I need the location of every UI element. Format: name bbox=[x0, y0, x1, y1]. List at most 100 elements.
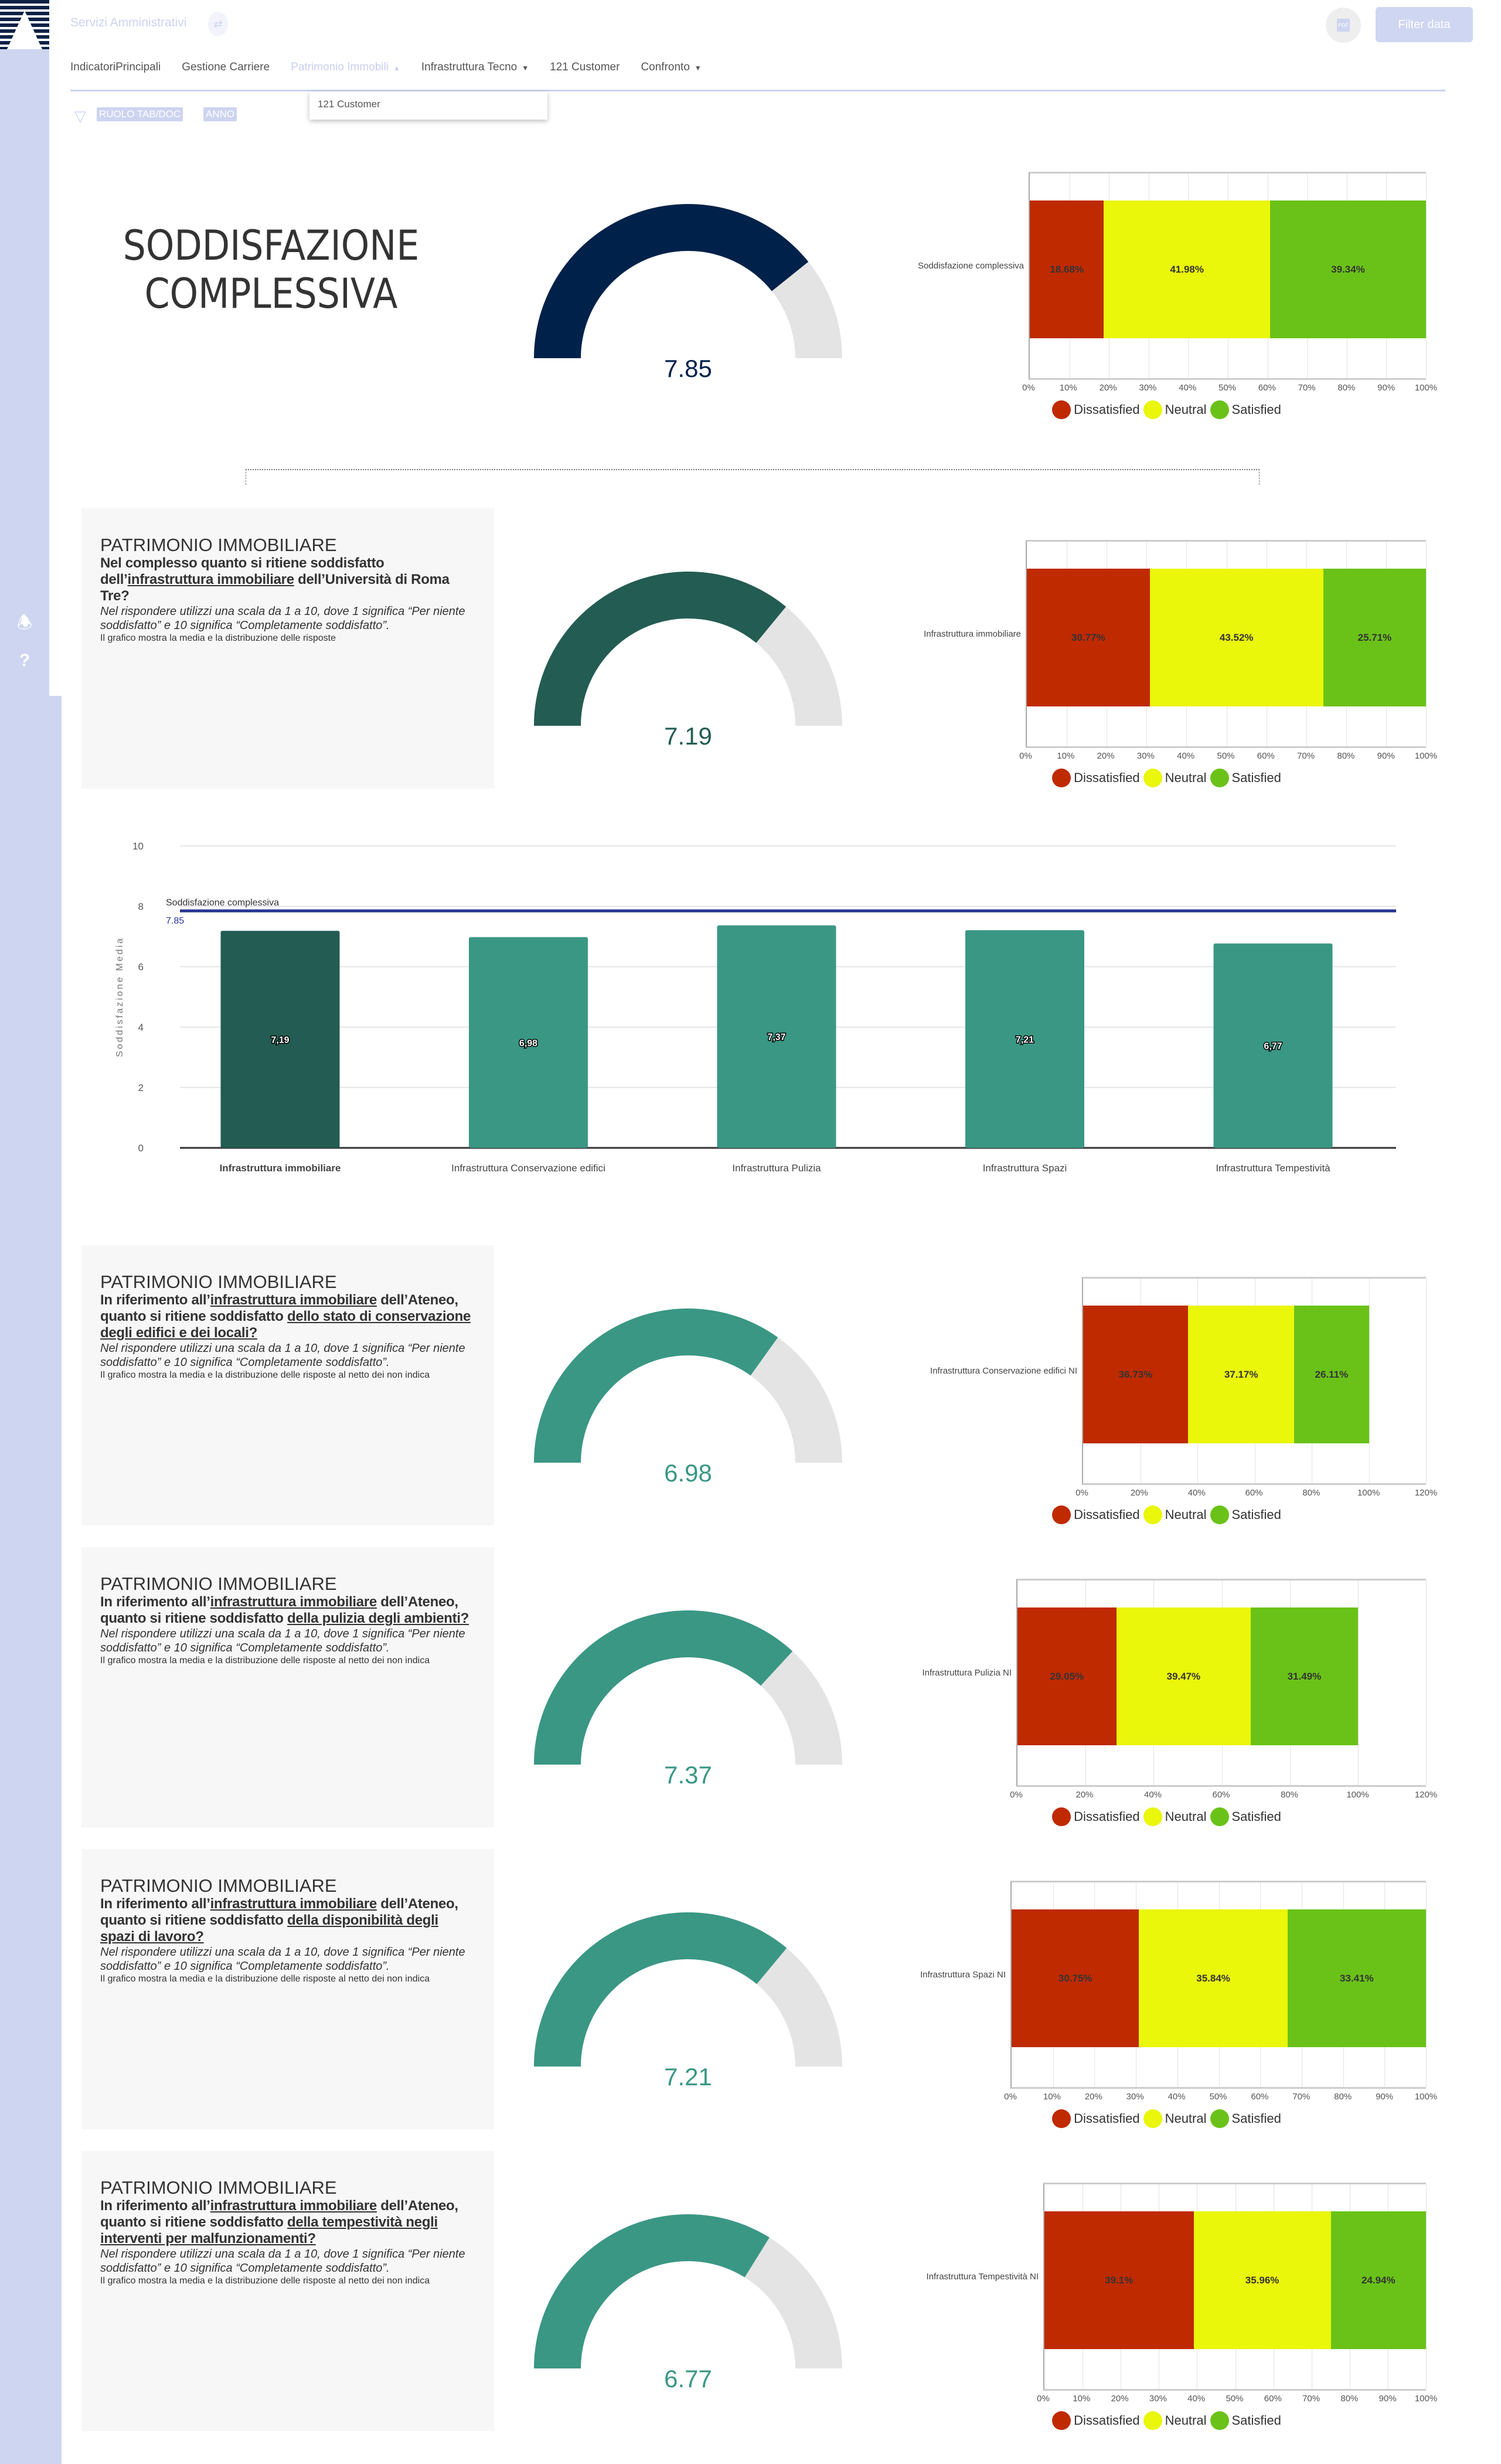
legend-swatch bbox=[1052, 2109, 1071, 2128]
legend-item-neutral[interactable]: Neutral bbox=[1143, 400, 1207, 419]
x-tick-label: 20% bbox=[1097, 751, 1115, 761]
refresh-icon[interactable]: ⇄ bbox=[208, 12, 228, 36]
x-tick-label: 70% bbox=[1298, 383, 1316, 393]
legend-item-satisfied[interactable]: Satisfied bbox=[1210, 2109, 1281, 2128]
category-label: Infrastruttura Conservazione edifici NI bbox=[930, 1366, 1077, 1376]
nav-item-gestione-carriere[interactable]: Gestione Carriere bbox=[182, 61, 270, 74]
legend-item-satisfied[interactable]: Satisfied bbox=[1210, 1505, 1281, 1524]
legend-item-dissatisfied[interactable]: Dissatisfied bbox=[1052, 1505, 1140, 1524]
filter-icon[interactable]: ▽ bbox=[74, 107, 86, 125]
nav-item-indicatoriprincipali[interactable]: IndicatoriPrincipali bbox=[70, 61, 161, 74]
question-part: della disponibilità degli spazi di lavor… bbox=[100, 1912, 438, 1945]
question: Nel complesso quanto si ritiene soddisfa… bbox=[100, 555, 475, 604]
bar-value-label: 6,98 bbox=[519, 1038, 537, 1048]
gridline bbox=[1426, 1581, 1427, 1785]
question-part: In riferimento all’ bbox=[100, 1594, 210, 1610]
legend-label: Satisfied bbox=[1231, 2111, 1281, 2126]
legend-swatch bbox=[1210, 769, 1229, 787]
sidebar bbox=[0, 49, 49, 696]
bar-segment-dissatisfied[interactable]: 39.1% bbox=[1044, 2211, 1194, 2349]
filter-chip-ruolo[interactable]: RUOLO TAB/DOC bbox=[97, 107, 183, 121]
bar-segment-neutral[interactable]: 39.47% bbox=[1116, 1607, 1251, 1745]
legend-item-neutral[interactable]: Neutral bbox=[1143, 1505, 1207, 1524]
question-part: In riferimento all’ bbox=[100, 1292, 210, 1308]
question-part: infrastruttura immobiliare bbox=[210, 1292, 377, 1308]
x-tick-label: Infrastruttura immobiliare bbox=[220, 1163, 341, 1174]
bell-icon[interactable]: 🕭 bbox=[16, 613, 33, 633]
nav-item-121-customer[interactable]: 121 Customer bbox=[550, 61, 620, 74]
nav-item-patrimonio-immobili[interactable]: Patrimonio Immobili ▲ bbox=[291, 61, 400, 74]
bar-segment-neutral[interactable]: 37.17% bbox=[1188, 1306, 1295, 1443]
scale-note: Nel rispondere utilizzi una scala da 1 a… bbox=[100, 605, 465, 632]
bar-segment-satisfied[interactable]: 39.34% bbox=[1270, 200, 1426, 338]
gauge-fill bbox=[534, 2214, 770, 2368]
dropdown-item-121-customer[interactable]: 121 Customer bbox=[318, 98, 380, 110]
bar-segment-dissatisfied[interactable]: 36.73% bbox=[1083, 1306, 1189, 1443]
question-part: infrastruttura immobiliare bbox=[127, 572, 295, 587]
bar bbox=[1213, 943, 1333, 1148]
pdf-icon: PDF bbox=[1337, 19, 1350, 32]
bar bbox=[965, 930, 1084, 1148]
legend-item-satisfied[interactable]: Satisfied bbox=[1210, 2411, 1281, 2430]
bar-segment-neutral[interactable]: 43.52% bbox=[1149, 569, 1323, 706]
legend-label: Neutral bbox=[1165, 1507, 1207, 1522]
bar-segment-satisfied[interactable]: 25.71% bbox=[1323, 569, 1426, 706]
gauge-fill bbox=[534, 1309, 778, 1463]
bar-segment-dissatisfied[interactable]: 18.68% bbox=[1030, 200, 1104, 338]
question-text: PATRIMONIO IMMOBILIARE In riferimento all… bbox=[100, 1876, 475, 1985]
legend-item-satisfied[interactable]: Satisfied bbox=[1210, 769, 1281, 787]
legend-item-satisfied[interactable]: Satisfied bbox=[1210, 400, 1281, 419]
legend-item-satisfied[interactable]: Satisfied bbox=[1210, 1807, 1281, 1826]
bar-segment-satisfied[interactable]: 33.41% bbox=[1287, 1909, 1426, 2047]
x-tick-label: 90% bbox=[1379, 2394, 1397, 2404]
question-part: dell’Ateneo, quanto si ritiene soddisfat… bbox=[100, 1292, 458, 1324]
chart-note: Il grafico mostra la media e la distribu… bbox=[100, 633, 336, 643]
pdf-export-button[interactable]: PDF bbox=[1326, 8, 1361, 43]
gridline bbox=[1426, 174, 1427, 378]
scale-note: Nel rispondere utilizzi una scala da 1 a… bbox=[100, 1342, 465, 1369]
chart-legend: Dissatisfied Neutral Satisfied bbox=[903, 400, 1431, 419]
nav-item-label: Patrimonio Immobili bbox=[291, 61, 389, 73]
x-tick-label: 100% bbox=[1346, 1790, 1369, 1800]
stacked-bar: 30.77% 43.52% 25.71% bbox=[1027, 569, 1426, 706]
legend-item-dissatisfied[interactable]: Dissatisfied bbox=[1052, 1807, 1140, 1826]
x-tick-label: 50% bbox=[1217, 751, 1235, 761]
filter-chip-anno[interactable]: ANNO bbox=[203, 107, 237, 121]
bar-segment-neutral[interactable]: 35.96% bbox=[1193, 2211, 1331, 2349]
help-icon[interactable]: ? bbox=[19, 651, 30, 670]
average-satisfaction-bar-chart: 0 2 4 6 8 10 Soddisfazione Media 7,19 Infrastrut… bbox=[115, 841, 1396, 1174]
bar-value-label: 7,21 bbox=[1016, 1035, 1034, 1045]
nav-item-label: 121 Customer bbox=[550, 61, 620, 73]
legend-item-neutral[interactable]: Neutral bbox=[1143, 769, 1207, 787]
bar-segment-dissatisfied[interactable]: 30.77% bbox=[1027, 569, 1150, 706]
nav-item-infrastruttura-tecno[interactable]: Infrastruttura Tecno ▼ bbox=[421, 61, 529, 74]
gridline bbox=[1426, 542, 1427, 746]
bar-segment-dissatisfied[interactable]: 30.75% bbox=[1012, 1909, 1139, 2047]
question-card: PATRIMONIO IMMOBILIARE In riferimento all… bbox=[81, 1245, 494, 1525]
x-tick-label: 20% bbox=[1130, 1488, 1148, 1498]
filter-data-button[interactable]: Filter data bbox=[1376, 7, 1473, 42]
legend-item-neutral[interactable]: Neutral bbox=[1143, 2109, 1207, 2128]
question-part: dell’Ateneo, quanto si ritiene soddisfat… bbox=[100, 2198, 458, 2230]
caret-up-icon: ▲ bbox=[393, 64, 400, 72]
legend-label: Dissatisfied bbox=[1074, 1507, 1140, 1522]
legend-item-neutral[interactable]: Neutral bbox=[1143, 2411, 1207, 2430]
x-tick-label: 70% bbox=[1292, 2092, 1311, 2102]
bar-segment-satisfied[interactable]: 24.94% bbox=[1330, 2211, 1426, 2349]
bar-segment-neutral[interactable]: 41.98% bbox=[1104, 200, 1271, 338]
nav-item-confronto[interactable]: Confronto ▼ bbox=[641, 61, 701, 74]
legend-item-neutral[interactable]: Neutral bbox=[1143, 1807, 1207, 1826]
legend-item-dissatisfied[interactable]: Dissatisfied bbox=[1052, 2411, 1140, 2430]
university-logo bbox=[0, 0, 49, 49]
question-gauge-value: 7.19 bbox=[664, 722, 712, 750]
bar-segment-dissatisfied[interactable]: 29.05% bbox=[1017, 1607, 1117, 1745]
legend-item-dissatisfied[interactable]: Dissatisfied bbox=[1052, 2109, 1140, 2128]
bar-segment-satisfied[interactable]: 31.49% bbox=[1250, 1607, 1358, 1745]
legend-item-dissatisfied[interactable]: Dissatisfied bbox=[1052, 769, 1140, 787]
bar-segment-satisfied[interactable]: 26.11% bbox=[1294, 1306, 1369, 1443]
card-heading: PATRIMONIO IMMOBILIARE bbox=[100, 1875, 337, 1896]
x-tick-label: 80% bbox=[1302, 1488, 1320, 1498]
bar-segment-neutral[interactable]: 35.84% bbox=[1139, 1909, 1288, 2047]
question-gauge bbox=[534, 1912, 842, 2067]
legend-item-dissatisfied[interactable]: Dissatisfied bbox=[1052, 400, 1140, 419]
